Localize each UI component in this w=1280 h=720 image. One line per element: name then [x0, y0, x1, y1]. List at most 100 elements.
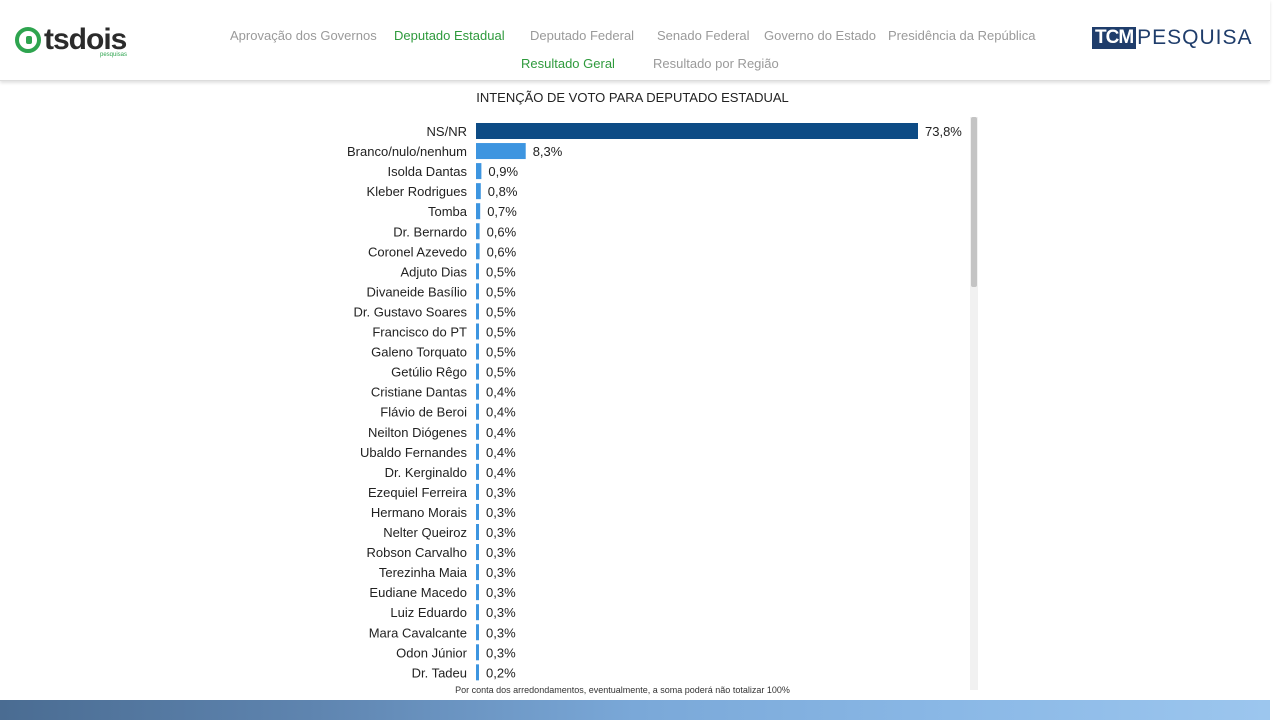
data-label: 0,5% [486, 345, 516, 360]
category-label: Terezinha Maia [379, 565, 468, 580]
category-label: Coronel Azevedo [368, 244, 467, 259]
bar[interactable] [476, 163, 482, 180]
bar[interactable] [476, 183, 481, 200]
bar[interactable] [476, 443, 479, 460]
category-label: Galeno Torquato [371, 345, 467, 360]
bar[interactable] [476, 644, 479, 661]
bar[interactable] [476, 463, 479, 480]
category-label: Nelter Queiroz [383, 525, 467, 540]
data-label: 8,3% [533, 144, 563, 159]
nav-deputado-estadual[interactable]: Deputado Estadual [394, 28, 505, 43]
category-label: Tomba [428, 204, 468, 219]
category-label: Dr. Gustavo Soares [354, 304, 468, 319]
data-label: 0,5% [486, 325, 516, 340]
bar[interactable] [476, 483, 479, 500]
tcm-pesquisa-logo[interactable]: TCM PESQUISA [1092, 25, 1253, 51]
nav-resultado-geral[interactable]: Resultado Geral [521, 56, 615, 71]
tsdois-logo-sub: pesquisas [100, 52, 128, 58]
data-label: 0,7% [487, 204, 517, 219]
chart-title: INTENÇÃO DE VOTO PARA DEPUTADO ESTADUAL [476, 90, 789, 105]
category-label: Ezequiel Ferreira [368, 485, 468, 500]
data-label: 0,9% [488, 164, 518, 179]
bar[interactable] [476, 524, 479, 540]
tsdois-logo-icon [15, 27, 41, 53]
data-label: 0,3% [486, 645, 516, 660]
category-label: Isolda Dantas [388, 164, 468, 179]
nav-governo-estado[interactable]: Governo do Estado [764, 28, 877, 43]
data-label: 0,4% [486, 385, 516, 400]
bar[interactable] [476, 283, 479, 300]
data-label: 0,4% [486, 445, 516, 460]
bar[interactable] [476, 584, 479, 601]
data-label: 0,3% [486, 585, 516, 600]
bar[interactable] [476, 604, 479, 621]
nav-resultado-regiao[interactable]: Resultado por Região [653, 56, 779, 71]
data-label: 0,5% [486, 264, 516, 279]
category-label: Branco/nulo/nenhum [347, 144, 467, 159]
nav-deputado-federal[interactable]: Deputado Federal [530, 28, 635, 43]
bar[interactable] [476, 323, 479, 340]
category-label: Ubaldo Fernandes [360, 445, 467, 460]
nav-presidencia-republica[interactable]: Presidência da República [888, 28, 1036, 43]
data-label: 0,3% [486, 605, 516, 620]
data-label: 0,3% [486, 565, 516, 580]
category-label: NS/NR [427, 124, 467, 139]
bar[interactable] [476, 403, 479, 420]
category-label: Robson Carvalho [367, 545, 467, 560]
bar[interactable] [476, 143, 526, 160]
category-label: Mara Cavalcante [369, 625, 467, 640]
category-label: Neilton Diógenes [368, 425, 468, 440]
category-label: Dr. Bernardo [393, 224, 467, 239]
bar-chart: NS/NR 73,8% Branco/nulo/nenhum 8,3% Isolda D… [347, 123, 962, 681]
tcm-logo-box: TCM [1092, 27, 1137, 49]
bar[interactable] [476, 123, 918, 139]
bar[interactable] [476, 503, 479, 520]
bar[interactable] [476, 544, 479, 561]
bar[interactable] [476, 383, 479, 400]
data-label: 0,3% [486, 505, 516, 520]
nav-aprovacao-governos[interactable]: Aprovação dos Governos [230, 28, 377, 43]
bar[interactable] [476, 243, 480, 260]
category-label: Getúlio Rêgo [391, 365, 467, 380]
bar[interactable] [476, 624, 479, 641]
tsdois-logo[interactable]: tsdois [15, 20, 127, 60]
category-label: Cristiane Dantas [371, 385, 468, 400]
data-label: 0,6% [487, 224, 517, 239]
bar[interactable] [476, 203, 481, 220]
data-label: 0,8% [488, 184, 518, 199]
category-label: Dr. Tadeu [412, 665, 467, 680]
tcm-logo-text: PESQUISA [1137, 26, 1253, 49]
category-label: Hermano Morais [371, 505, 468, 520]
bar[interactable] [476, 564, 479, 581]
category-label: Odon Júnior [396, 645, 467, 660]
category-label: Adjuto Dias [401, 264, 468, 279]
header: tsdois pesquisas Aprovação dos Governos … [0, 0, 1270, 81]
category-label: Kleber Rodrigues [367, 184, 468, 199]
chart-scrollbar-thumb[interactable] [971, 117, 977, 287]
bar[interactable] [476, 664, 479, 681]
chart-footnote: Por conta dos arredondamentos, eventualm… [455, 685, 790, 695]
bar[interactable] [476, 303, 479, 320]
bottom-decorative-bar [0, 700, 1270, 720]
category-label: Francisco do PT [372, 325, 467, 340]
data-label: 0,3% [486, 545, 516, 560]
bar[interactable] [476, 263, 479, 280]
data-label: 0,4% [486, 465, 516, 480]
data-label: 0,3% [486, 525, 516, 540]
bar[interactable] [476, 223, 480, 240]
data-label: 0,5% [486, 365, 516, 380]
data-label: 0,3% [486, 485, 516, 500]
bar[interactable] [476, 363, 479, 380]
bar[interactable] [476, 423, 479, 440]
category-label: Eudiane Macedo [369, 585, 467, 600]
data-label: 0,4% [486, 405, 516, 420]
data-label: 0,6% [487, 244, 517, 259]
data-label: 0,5% [486, 304, 516, 319]
chart-scrollbar-track[interactable] [970, 117, 978, 690]
category-label: Luiz Eduardo [390, 605, 467, 620]
category-label: Dr. Kerginaldo [385, 465, 467, 480]
nav-senado-federal[interactable]: Senado Federal [657, 28, 750, 43]
bar[interactable] [476, 343, 479, 360]
data-label: 0,3% [486, 625, 516, 640]
category-label: Divaneide Basílio [367, 284, 467, 299]
